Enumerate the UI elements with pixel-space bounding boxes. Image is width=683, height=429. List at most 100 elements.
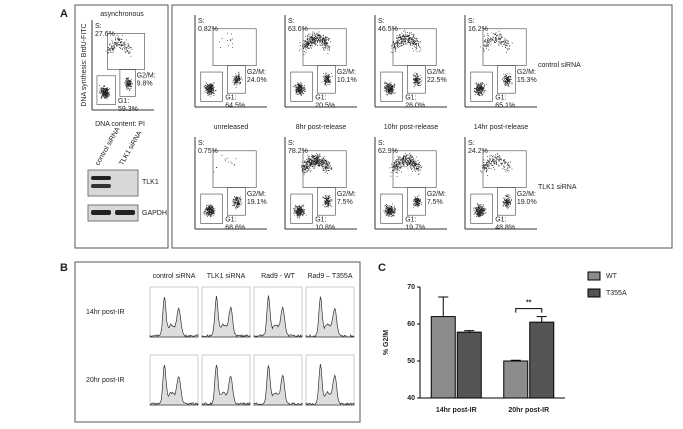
- dot: [319, 160, 320, 161]
- dot: [394, 215, 395, 216]
- dot: [415, 165, 416, 166]
- dot: [235, 199, 236, 200]
- dot: [319, 157, 320, 158]
- dot: [482, 84, 483, 85]
- dot: [391, 94, 392, 95]
- dot: [304, 40, 305, 41]
- dot: [237, 79, 238, 80]
- dot: [399, 167, 400, 168]
- dot: [414, 204, 415, 205]
- dot: [318, 163, 319, 164]
- dot: [316, 160, 317, 161]
- dot: [411, 39, 412, 40]
- dot: [126, 47, 127, 48]
- dot: [415, 47, 416, 48]
- dot: [129, 82, 130, 83]
- dot: [329, 163, 330, 164]
- dot: [405, 43, 406, 44]
- dots: [384, 30, 423, 96]
- dot: [211, 209, 212, 210]
- dot: [307, 45, 308, 46]
- dot: [113, 52, 114, 53]
- dot: [411, 157, 412, 158]
- dot: [110, 45, 111, 46]
- dot: [419, 162, 420, 163]
- dot: [310, 38, 311, 39]
- dot: [419, 205, 420, 206]
- dot: [387, 213, 388, 214]
- dot: [301, 207, 302, 208]
- dot: [508, 79, 509, 80]
- dot: [104, 89, 105, 90]
- dot: [317, 155, 318, 156]
- dot: [478, 209, 479, 210]
- dot: [110, 95, 111, 96]
- dot: [301, 165, 302, 166]
- dot: [294, 210, 295, 211]
- dot: [331, 199, 332, 200]
- dot: [318, 155, 319, 156]
- dot: [397, 167, 398, 168]
- dot: [485, 210, 486, 211]
- dot: [228, 162, 229, 163]
- dot: [328, 84, 329, 85]
- dot: [306, 215, 307, 216]
- dot: [512, 84, 513, 85]
- dot: [329, 202, 330, 203]
- dot: [124, 48, 125, 49]
- dot: [417, 205, 418, 206]
- dot: [296, 93, 297, 94]
- dot: [410, 167, 411, 168]
- dot: [416, 199, 417, 200]
- dot: [488, 39, 489, 40]
- dot: [211, 94, 212, 95]
- dot: [304, 161, 305, 162]
- dot: [508, 204, 509, 205]
- dot: [106, 97, 107, 98]
- dot: [322, 197, 323, 198]
- dot: [121, 44, 122, 45]
- dot: [127, 79, 128, 80]
- dot: [235, 204, 236, 205]
- dot: [322, 159, 323, 160]
- dot: [400, 168, 401, 169]
- dot: [506, 45, 507, 46]
- dot: [318, 39, 319, 40]
- dot: [105, 98, 106, 99]
- dot: [479, 206, 480, 207]
- dot: [321, 43, 322, 44]
- dot: [130, 85, 131, 86]
- dot: [327, 164, 328, 165]
- dot: [323, 76, 324, 77]
- dot: [308, 159, 309, 160]
- dot: [214, 212, 215, 213]
- dot: [212, 212, 213, 213]
- dot: [325, 78, 326, 79]
- dot: [324, 39, 325, 40]
- dot: [410, 157, 411, 158]
- dot: [310, 159, 311, 160]
- dot: [482, 206, 483, 207]
- dot: [326, 203, 327, 204]
- dot: [476, 209, 477, 210]
- dot: [422, 80, 423, 81]
- dot: [408, 168, 409, 169]
- dot: [102, 91, 103, 92]
- plot-title: asynchronous: [100, 11, 144, 18]
- dot: [119, 44, 120, 45]
- dot: [127, 83, 128, 84]
- dot: [315, 159, 316, 160]
- dot: [386, 85, 387, 86]
- dot: [479, 93, 480, 94]
- dot: [483, 48, 484, 49]
- dot: [487, 33, 488, 34]
- dot: [407, 36, 408, 37]
- dot: [210, 214, 211, 215]
- dot: [413, 36, 414, 37]
- dot: [318, 157, 319, 158]
- dot: [236, 85, 237, 86]
- dot: [400, 46, 401, 47]
- dot: [314, 167, 315, 168]
- dot: [399, 46, 400, 47]
- dot: [506, 82, 507, 83]
